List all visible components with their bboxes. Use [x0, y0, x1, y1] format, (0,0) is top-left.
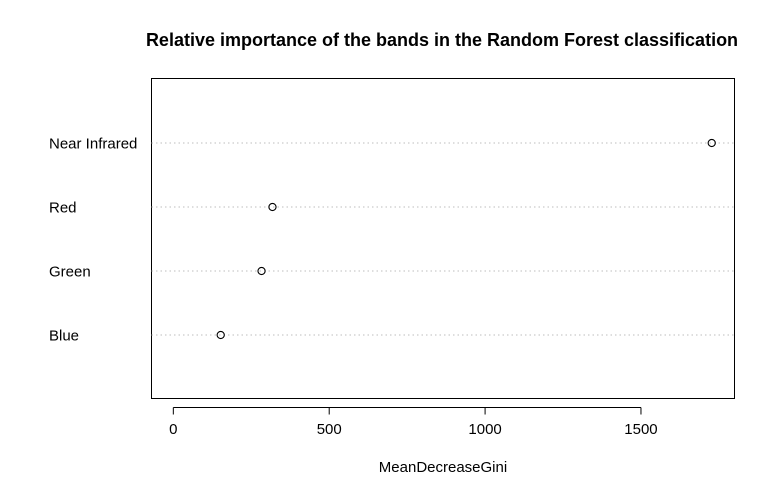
category-labels: Near Infrared Red Green Blue	[49, 136, 137, 345]
x-tick-label: 1500	[624, 421, 657, 438]
category-label: Near Infrared	[49, 136, 137, 153]
x-axis-label: MeanDecreaseGini	[379, 459, 507, 476]
plot-frame	[151, 78, 735, 399]
data-point	[257, 266, 266, 276]
data-point	[268, 202, 277, 212]
data-points	[216, 138, 716, 340]
x-axis: 0 500 1000 1500	[169, 407, 658, 438]
data-point	[216, 330, 225, 340]
x-tick-label: 0	[169, 421, 177, 438]
grid-lines	[151, 142, 735, 336]
x-tick-label: 500	[317, 421, 342, 438]
category-label: Blue	[49, 328, 79, 345]
x-tick-label: 1000	[468, 421, 501, 438]
category-label: Green	[49, 264, 91, 281]
category-label: Red	[49, 200, 77, 217]
chart-title: Relative importance of the bands in the …	[146, 30, 738, 50]
data-point	[707, 138, 716, 148]
